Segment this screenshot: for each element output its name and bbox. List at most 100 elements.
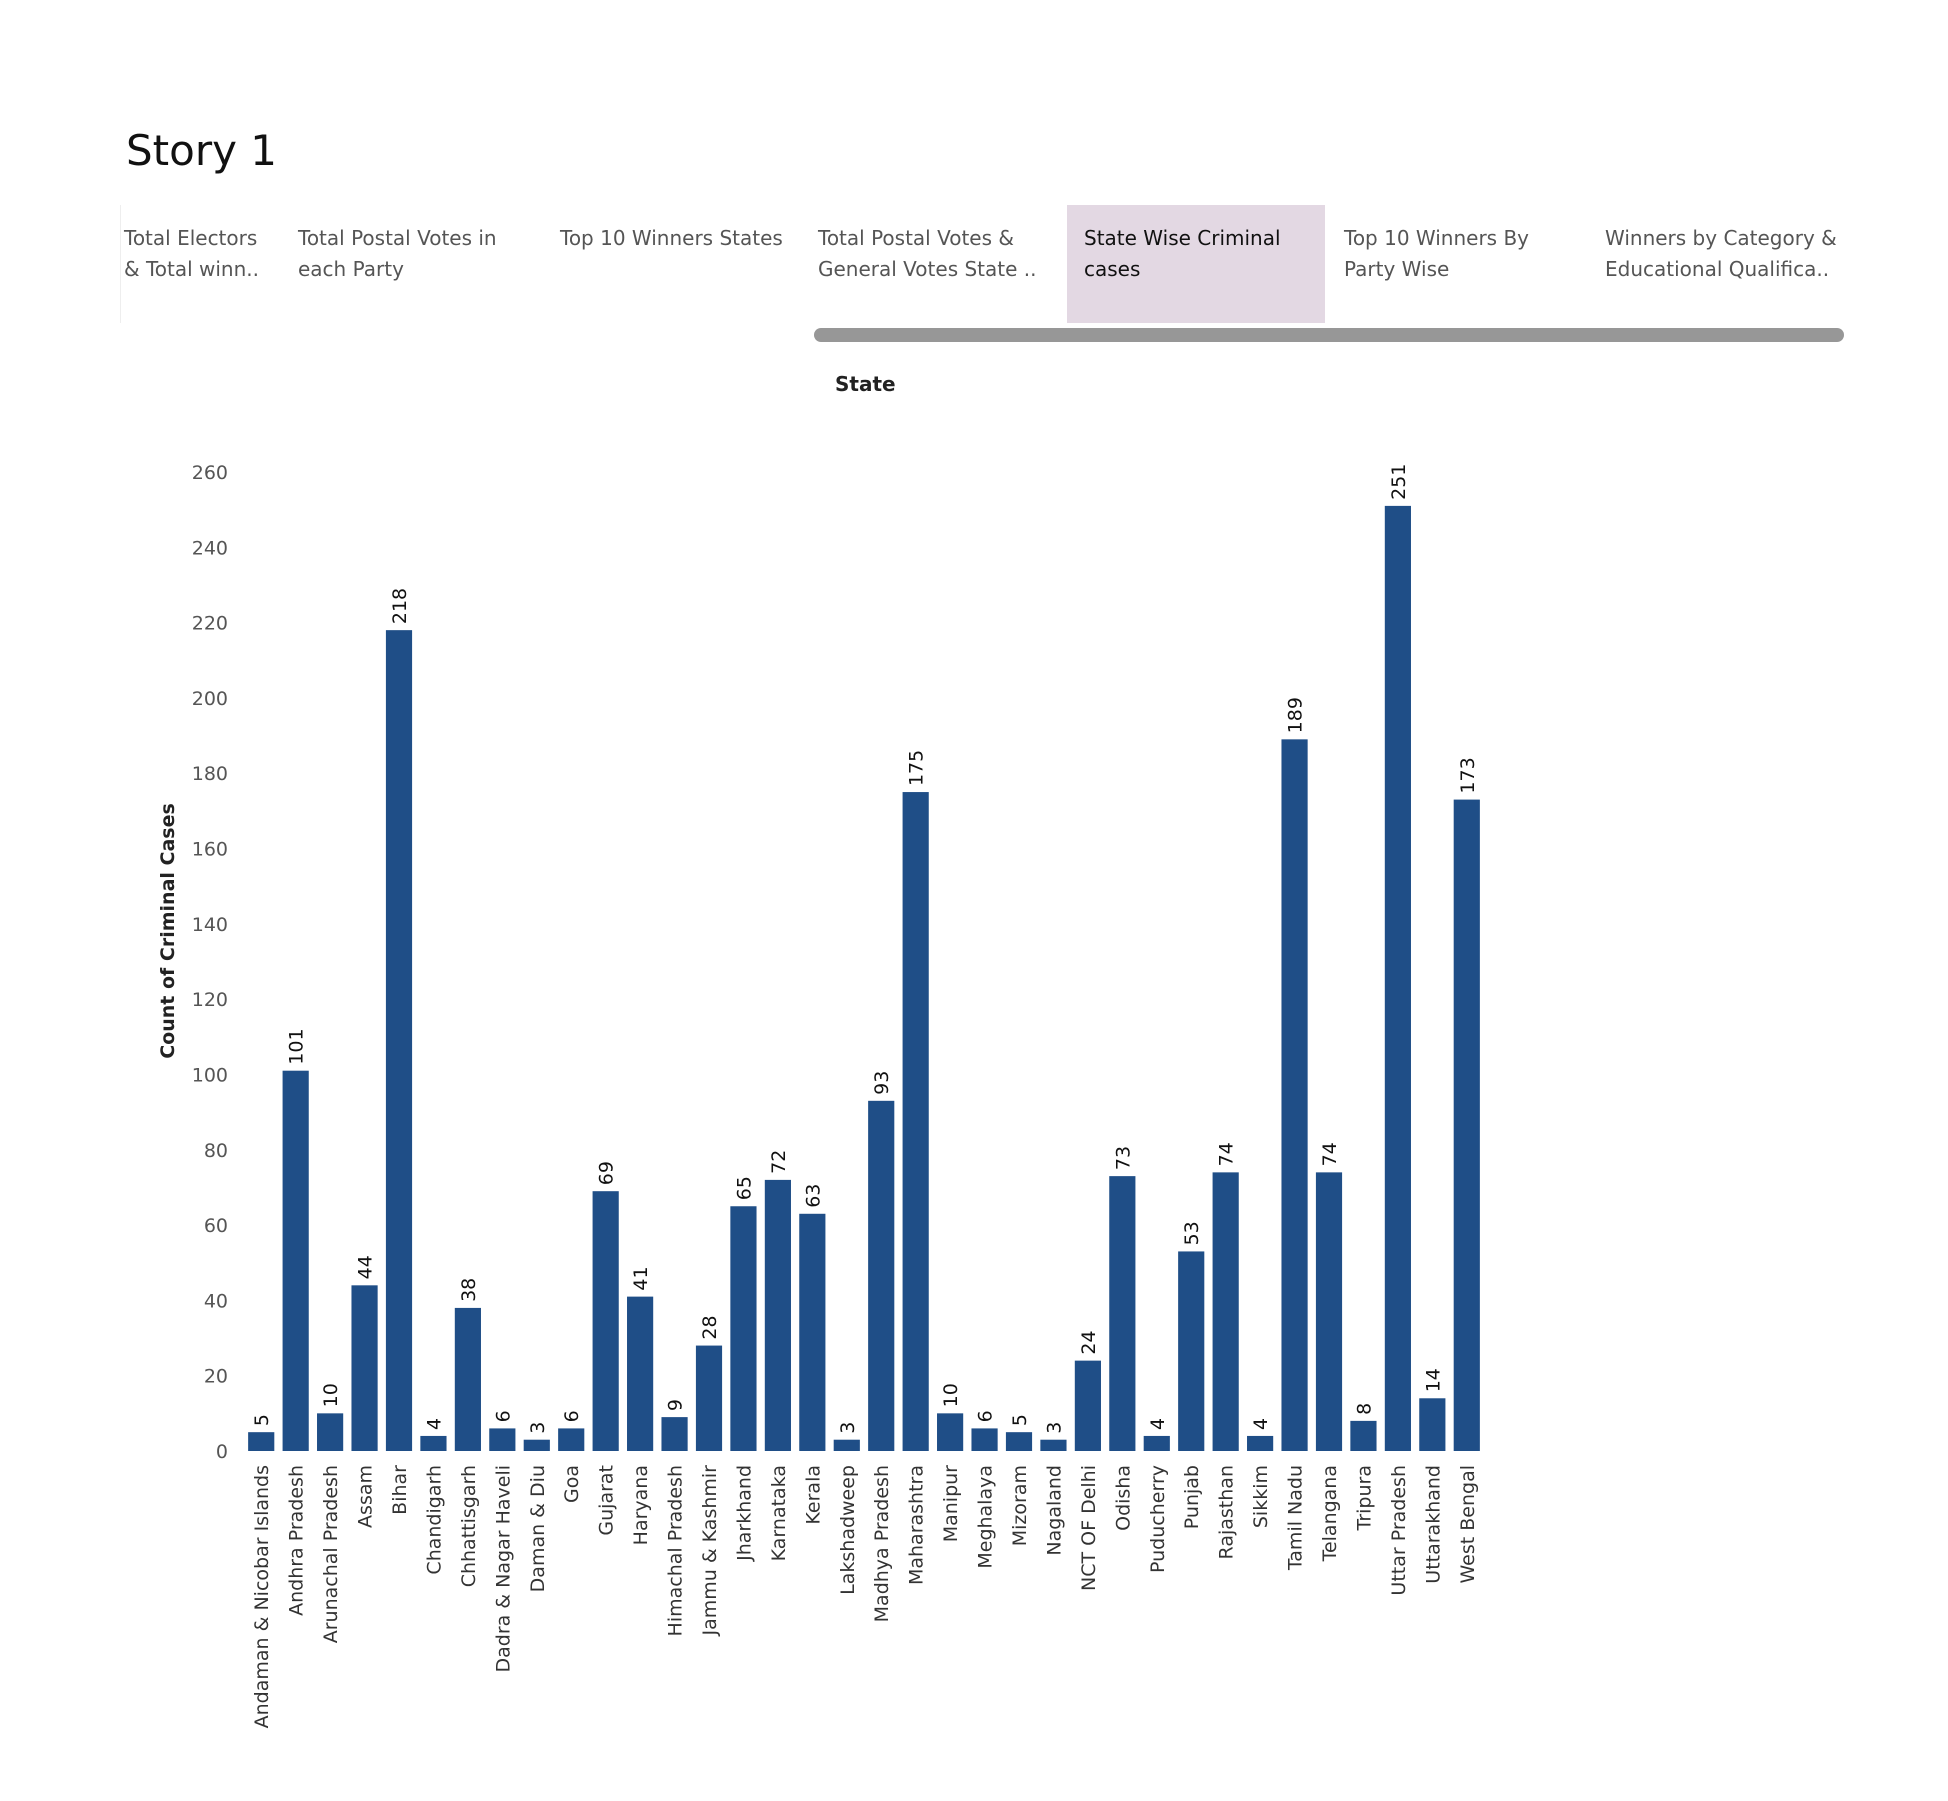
bar (523, 1439, 550, 1451)
y-tick-label: 180 (192, 763, 228, 785)
bar-value-label: 28 (699, 1315, 721, 1339)
bar (730, 1206, 757, 1451)
x-category-label: Gujarat (596, 1465, 618, 1536)
tab-label-line2: each Party (298, 257, 404, 281)
bar (1384, 505, 1411, 1452)
tab-total-electors[interactable]: Total Electors & Total winn.. (120, 205, 290, 323)
x-category-label: Daman & Diu (527, 1465, 549, 1592)
tab-total-postal-votes-party[interactable]: Total Postal Votes in each Party (294, 205, 544, 323)
bar-value-label: 4 (1250, 1418, 1272, 1430)
bar-value-label: 44 (355, 1255, 377, 1279)
bar-value-label: 6 (975, 1410, 997, 1422)
bar (902, 792, 929, 1451)
bar (937, 1413, 964, 1451)
bar (833, 1439, 860, 1451)
x-category-label: NCT OF Delhi (1078, 1465, 1100, 1591)
x-category-label: Bihar (389, 1465, 411, 1515)
bar-value-label: 218 (389, 588, 411, 624)
tab-label-line1: Top 10 Winners States (560, 226, 783, 250)
story-tabs: Total Electors & Total winn.. Total Post… (120, 205, 1844, 323)
tab-state-wise-criminal-cases[interactable]: State Wise Criminal cases (1067, 205, 1325, 323)
x-category-label: Jammu & Kashmir (699, 1465, 721, 1637)
bar (420, 1435, 447, 1451)
tab-label-line2: General Votes State .. (818, 257, 1037, 281)
tab-label-line1: Top 10 Winners By (1344, 226, 1530, 250)
bar-value-label: 10 (320, 1383, 342, 1407)
x-category-label: Mizoram (1009, 1465, 1031, 1546)
y-tick-label: 240 (192, 537, 228, 559)
bar (317, 1413, 344, 1451)
x-category-label: Haryana (630, 1465, 652, 1545)
chart-header: State (835, 372, 896, 396)
bar-value-label: 74 (1319, 1142, 1341, 1166)
x-category-label: Madhya Pradesh (871, 1465, 893, 1622)
x-category-label: Andhra Pradesh (286, 1465, 308, 1616)
y-tick-label: 100 (192, 1064, 228, 1086)
bar-value-label: 3 (1043, 1422, 1065, 1434)
x-category-label: Odisha (1112, 1465, 1134, 1531)
tabs-scrollbar[interactable] (814, 328, 1844, 342)
bar (1315, 1172, 1343, 1451)
tab-label-line2: cases (1084, 257, 1141, 281)
tab-label-line1: Total Postal Votes in (298, 226, 497, 250)
bar-value-label: 5 (1009, 1414, 1031, 1426)
x-category-label: Chandigarh (423, 1465, 445, 1575)
x-category-label: Lakshadweep (837, 1465, 859, 1595)
bar-value-label: 5 (251, 1414, 273, 1426)
tab-top-10-winners-states[interactable]: Top 10 Winners States (556, 205, 806, 323)
bar-value-label: 53 (1181, 1221, 1203, 1245)
bar-value-label: 173 (1457, 757, 1479, 793)
bar (351, 1285, 378, 1451)
bar (1074, 1360, 1101, 1451)
x-category-label: Andaman & Nicobar Islands (251, 1465, 273, 1728)
x-category-label: Kerala (802, 1465, 824, 1525)
x-category-label: Goa (561, 1465, 583, 1503)
bar-value-label: 175 (906, 750, 928, 786)
bar-value-label: 74 (1216, 1142, 1238, 1166)
x-category-label: Maharashtra (906, 1465, 928, 1585)
bar-value-label: 38 (458, 1278, 480, 1302)
bar-value-label: 8 (1353, 1403, 1375, 1415)
bar-value-label: 72 (768, 1150, 790, 1174)
x-category-label: Uttarakhand (1422, 1465, 1444, 1584)
bar (1040, 1439, 1067, 1451)
tab-label-line1: Total Electors (124, 226, 258, 250)
bar (1143, 1435, 1170, 1451)
bar-value-label: 101 (286, 1028, 308, 1064)
tab-label-line2: Party Wise (1344, 257, 1450, 281)
tab-label-line2: & Total winn.. (124, 257, 259, 281)
x-category-label: Uttar Pradesh (1388, 1465, 1410, 1596)
bar-value-label: 9 (665, 1399, 687, 1411)
x-category-label: Manipur (940, 1465, 962, 1542)
bar-value-label: 65 (733, 1176, 755, 1200)
tab-postal-general-votes-state[interactable]: Total Postal Votes & General Votes State… (814, 205, 1054, 323)
bar (248, 1432, 275, 1451)
tab-top-10-winners-party[interactable]: Top 10 Winners By Party Wise (1340, 205, 1585, 323)
y-tick-label: 120 (192, 989, 228, 1011)
bar (1281, 739, 1308, 1451)
y-tick-label: 200 (192, 688, 228, 710)
tab-strip-border (120, 205, 121, 323)
x-category-label: Arunachal Pradesh (320, 1465, 342, 1643)
bar (592, 1191, 619, 1451)
bar-value-label: 69 (596, 1161, 618, 1185)
y-tick-label: 0 (216, 1441, 228, 1463)
bar-value-label: 4 (1147, 1418, 1169, 1430)
x-category-label: Chhattisgarh (458, 1465, 480, 1587)
bar (1178, 1251, 1205, 1451)
bar-value-label: 41 (630, 1266, 652, 1290)
y-tick-label: 80 (204, 1140, 228, 1162)
x-category-label: Telangana (1319, 1465, 1341, 1562)
tab-winners-category-education[interactable]: Winners by Category & Educational Qualif… (1601, 205, 1841, 323)
y-tick-label: 40 (204, 1290, 228, 1312)
y-axis-title: Count of Criminal Cases (157, 803, 179, 1059)
x-category-label: Dadra & Nagar Haveli (492, 1465, 514, 1673)
bar-value-label: 10 (940, 1383, 962, 1407)
bar-value-label: 93 (871, 1071, 893, 1095)
y-tick-label: 160 (192, 839, 228, 861)
bar-value-label: 73 (1112, 1146, 1134, 1170)
bar-value-label: 3 (837, 1422, 859, 1434)
bar-value-label: 4 (423, 1418, 445, 1430)
y-tick-label: 20 (204, 1366, 228, 1388)
